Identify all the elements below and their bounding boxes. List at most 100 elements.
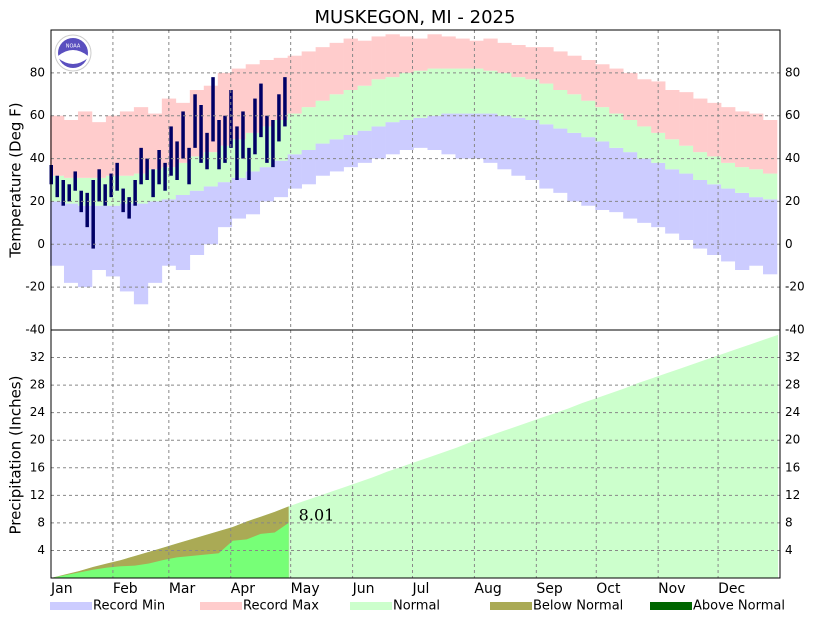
legend-swatch	[50, 602, 92, 610]
observed-temp	[235, 126, 239, 180]
y-tick-label-right: 12	[785, 488, 800, 502]
record-min-band	[77, 205, 93, 288]
record-max-band	[343, 38, 358, 90]
record-min-band	[371, 126, 386, 159]
record-min-band	[497, 115, 512, 170]
record-min-band	[273, 160, 288, 198]
record-min-band	[259, 167, 274, 202]
record-max-band	[315, 47, 330, 101]
record-max-band	[567, 55, 582, 95]
normal-band	[651, 132, 666, 163]
record-min-band	[133, 203, 149, 305]
observed-temp	[55, 175, 59, 198]
normal-band	[371, 79, 386, 127]
normal-band	[679, 145, 694, 174]
record-max-band	[385, 34, 400, 78]
record-min-band	[455, 113, 470, 159]
record-min-band	[595, 141, 610, 210]
y-tick-label: 28	[30, 378, 45, 392]
record-max-band	[217, 72, 233, 146]
record-max-band	[763, 120, 778, 174]
record-min-band	[469, 113, 484, 159]
normal-band	[567, 94, 582, 133]
observed-temp	[223, 115, 227, 163]
record-min-band	[357, 130, 372, 163]
y-tick-label-right: -20	[785, 280, 805, 294]
y-tick-label: 0	[37, 237, 45, 251]
legend-label: Below Normal	[533, 599, 623, 614]
observed-temp	[73, 171, 77, 191]
normal-band	[469, 68, 484, 114]
y-tick-label-right: 40	[785, 151, 800, 165]
record-max-band	[525, 47, 540, 80]
record-max-band	[287, 55, 302, 114]
normal-band	[385, 77, 400, 123]
y-tick-label: 40	[30, 151, 45, 165]
x-tick-label: Sep	[536, 581, 563, 597]
normal-band	[455, 68, 470, 114]
record-min-band	[735, 192, 750, 270]
record-max-band	[413, 38, 428, 71]
normal-band	[175, 162, 191, 195]
normal-band	[735, 167, 750, 193]
y-tick-label: 4	[37, 543, 45, 557]
observed-temp	[211, 77, 215, 142]
record-min-band	[483, 113, 498, 163]
y-tick-label: 60	[30, 108, 45, 122]
y-tick-label: 24	[30, 405, 45, 419]
y-tick-label: 8	[37, 515, 45, 529]
chart-title: MUSKEGON, MI - 2025	[315, 7, 516, 28]
normal-band	[637, 126, 652, 159]
logo-text: NOAA	[66, 44, 81, 50]
legend-label: Record Min	[93, 599, 165, 614]
observed-temp	[283, 77, 287, 127]
record-min-band	[245, 171, 261, 215]
y-tick-label: -20	[25, 280, 45, 294]
record-min-band	[567, 132, 582, 202]
record-min-band	[315, 143, 330, 176]
record-min-band	[665, 169, 680, 234]
y-tick-label-right: 28	[785, 378, 800, 392]
normal-band	[707, 156, 722, 185]
normal-band	[399, 72, 414, 120]
record-max-band	[623, 72, 638, 120]
record-max-band	[693, 98, 708, 153]
grid-layer	[51, 30, 780, 578]
legend-label: Normal	[393, 599, 440, 614]
x-tick-label: Oct	[596, 581, 621, 597]
observed-temp	[199, 105, 203, 163]
normal-band	[217, 145, 233, 183]
observed-temp	[229, 90, 233, 148]
observed-temp	[61, 180, 65, 206]
normal-band	[497, 72, 512, 116]
record-min-band	[413, 117, 428, 148]
record-max-band	[357, 40, 372, 86]
record-min-band	[679, 173, 694, 240]
record-max-band	[455, 38, 470, 69]
labels-layer: -40 -40 -20 -20 0 0 20 20 40 40 60 60 80 80 8.01 4 4 8 8 12…	[25, 65, 804, 613]
record-min-band	[91, 205, 107, 270]
observed-temp	[133, 180, 137, 206]
observed-temp	[175, 141, 179, 180]
y-tick-label: 16	[30, 460, 45, 474]
record-max-band	[721, 107, 736, 163]
legend-swatch	[200, 602, 242, 610]
normal-band	[609, 113, 624, 148]
record-max-band	[301, 51, 316, 108]
record-max-band	[441, 36, 456, 69]
record-min-band	[525, 120, 540, 180]
observed-temp	[187, 147, 191, 185]
record-max-band	[511, 45, 526, 78]
y-tick-label-right: 16	[785, 460, 800, 474]
record-max-band	[553, 51, 568, 90]
normal-band	[749, 169, 764, 198]
legend-swatch	[490, 602, 532, 610]
observed-temp	[121, 188, 125, 213]
record-max-band	[637, 79, 652, 127]
y-axis-label: Temperature (Deg F)	[7, 102, 25, 258]
record-min-band	[427, 115, 442, 150]
y-tick-label-right: 8	[785, 515, 793, 529]
normal-band	[693, 152, 708, 180]
x-tick-label: Jun	[352, 581, 375, 597]
